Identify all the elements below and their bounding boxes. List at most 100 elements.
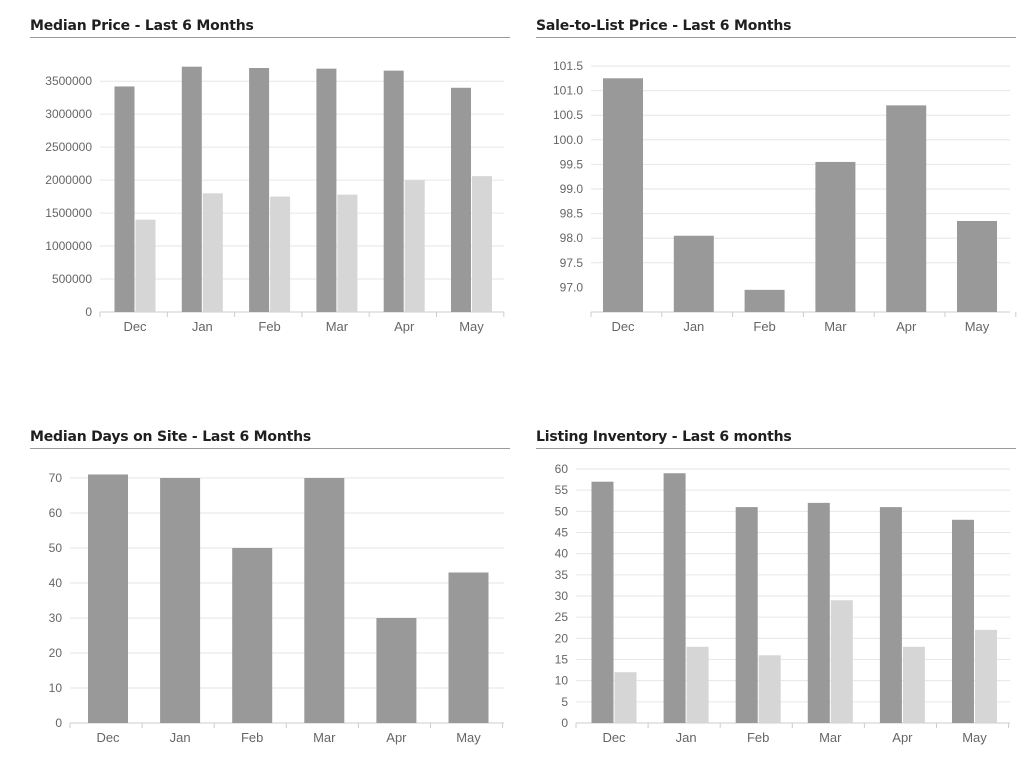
- y-tick-label: 3000000: [45, 107, 92, 121]
- y-tick-label: 55: [555, 483, 569, 497]
- y-tick-label: 35: [555, 568, 569, 582]
- bar-mar-series-2: [337, 194, 358, 312]
- bar-may-series-2: [472, 176, 492, 312]
- y-tick-label: 97.5: [560, 256, 584, 270]
- y-tick-label: 15: [555, 653, 569, 667]
- y-tick-label: 20: [49, 646, 63, 660]
- x-tick-label: May: [965, 319, 990, 334]
- y-tick-label: 10: [49, 681, 63, 695]
- y-tick-label: 100.0: [553, 133, 583, 147]
- y-tick-label: 0: [561, 716, 568, 730]
- x-tick-label: Apr: [896, 319, 917, 334]
- bar-apr-series-1: [879, 507, 902, 723]
- y-tick-label: 25: [555, 610, 569, 624]
- bar-mar-series-1: [807, 502, 830, 723]
- bar-jan-series-1: [160, 478, 201, 723]
- x-tick-label: Apr: [394, 319, 415, 334]
- sale-to-list-chart: 97.0 97.5 98.0 98.5 99.0 99.5 100.0 100.5 101.0 1…: [553, 59, 1017, 334]
- y-tick-label: 101.0: [553, 84, 583, 98]
- chart-title: Listing Inventory - Last 6 months: [536, 429, 1016, 449]
- y-tick-label: 99.5: [560, 157, 584, 171]
- y-tick-label: 1000000: [45, 239, 92, 253]
- x-tick-label: Feb: [258, 319, 280, 334]
- median-price-chart: 0 500000 1000000 1500000 2000000 2500000 30000…: [45, 66, 505, 334]
- bar-apr-series-1: [886, 105, 927, 312]
- x-tick-label: Dec: [602, 730, 626, 745]
- x-tick-label: May: [962, 730, 987, 745]
- x-tick-label: Feb: [753, 319, 775, 334]
- bar-dec-series-1: [591, 481, 614, 723]
- listing-inventory-panel: Listing Inventory - Last 6 months 0 5 10 15…: [536, 429, 1016, 745]
- bar-dec-series-1: [114, 86, 135, 312]
- sale-to-list-panel: Sale-to-List Price - Last 6 Months 97.0 9…: [536, 18, 1017, 334]
- x-tick-label: Apr: [386, 730, 407, 745]
- x-tick-label: Dec: [611, 319, 635, 334]
- y-tick-label: 50: [49, 541, 63, 555]
- bar-apr-series-1: [376, 618, 417, 723]
- bar-feb-series-1: [744, 289, 785, 312]
- bar-may-series-1: [952, 519, 974, 723]
- chart-title: Sale-to-List Price - Last 6 Months: [536, 18, 1016, 38]
- x-tick-label: Jan: [683, 319, 704, 334]
- x-tick-label: Mar: [313, 730, 336, 745]
- y-tick-label: 2000000: [45, 173, 92, 187]
- y-tick-label: 45: [555, 526, 569, 540]
- y-tick-label: 10: [555, 674, 569, 688]
- bar-mar-series-1: [304, 478, 345, 723]
- bar-apr-series-2: [404, 180, 425, 312]
- bar-feb-series-2: [758, 655, 781, 723]
- bar-may-series-1: [451, 87, 471, 312]
- y-tick-label: 60: [555, 462, 569, 476]
- x-tick-label: Dec: [123, 319, 147, 334]
- bar-jan-series-2: [686, 646, 709, 723]
- x-tick-label: Jan: [192, 319, 213, 334]
- y-tick-label: 60: [49, 506, 63, 520]
- bar-apr-series-1: [383, 70, 404, 312]
- y-tick-label: 1500000: [45, 206, 92, 220]
- y-tick-label: 2500000: [45, 140, 92, 154]
- bar-dec-series-1: [88, 474, 128, 723]
- y-tick-label: 101.5: [553, 59, 583, 73]
- y-tick-label: 500000: [52, 272, 92, 286]
- bar-jan-series-1: [673, 235, 714, 312]
- y-tick-label: 100.5: [553, 108, 583, 122]
- bar-jan-series-1: [181, 66, 202, 312]
- x-tick-label: Feb: [747, 730, 769, 745]
- y-tick-label: 98.5: [560, 207, 584, 221]
- bar-mar-series-1: [815, 161, 856, 312]
- y-tick-label: 50: [555, 504, 569, 518]
- y-tick-label: 70: [49, 471, 63, 485]
- y-tick-label: 0: [55, 716, 62, 730]
- x-tick-label: Apr: [892, 730, 913, 745]
- bar-jan-series-1: [663, 473, 686, 723]
- bar-mar-series-2: [830, 600, 853, 723]
- y-tick-label: 40: [49, 576, 63, 590]
- x-tick-label: Mar: [819, 730, 842, 745]
- median-days-panel: Median Days on Site - Last 6 Months 0 10 2…: [30, 429, 510, 745]
- median-price-panel: Median Price - Last 6 Months 0 500000 1000…: [30, 18, 510, 334]
- y-tick-label: 30: [555, 589, 569, 603]
- bar-may-series-1: [448, 572, 489, 723]
- chart-title: Median Price - Last 6 Months: [30, 18, 510, 38]
- y-tick-label: 99.0: [560, 182, 584, 196]
- x-tick-label: Jan: [170, 730, 191, 745]
- x-tick-label: Feb: [241, 730, 263, 745]
- y-tick-label: 20: [555, 631, 569, 645]
- y-tick-label: 0: [85, 305, 92, 319]
- bar-feb-series-1: [232, 548, 273, 723]
- bar-feb-series-1: [735, 507, 758, 723]
- bar-dec-series-2: [135, 219, 156, 312]
- bar-may-series-2: [975, 629, 997, 723]
- y-tick-label: 98.0: [560, 231, 584, 245]
- y-tick-label: 5: [561, 695, 568, 709]
- x-tick-label: Dec: [96, 730, 120, 745]
- chart-title: Median Days on Site - Last 6 Months: [30, 429, 510, 449]
- x-tick-label: Mar: [824, 319, 847, 334]
- x-tick-label: Mar: [326, 319, 349, 334]
- x-tick-label: May: [459, 319, 484, 334]
- bar-feb-series-2: [270, 196, 291, 312]
- bar-apr-series-2: [902, 646, 925, 723]
- median-days-chart: 0 10 20 30 40 50 60 70 Dec Jan Feb Mar Apr May: [49, 471, 504, 745]
- bar-may-series-1: [957, 220, 997, 312]
- y-tick-label: 97.0: [560, 280, 584, 294]
